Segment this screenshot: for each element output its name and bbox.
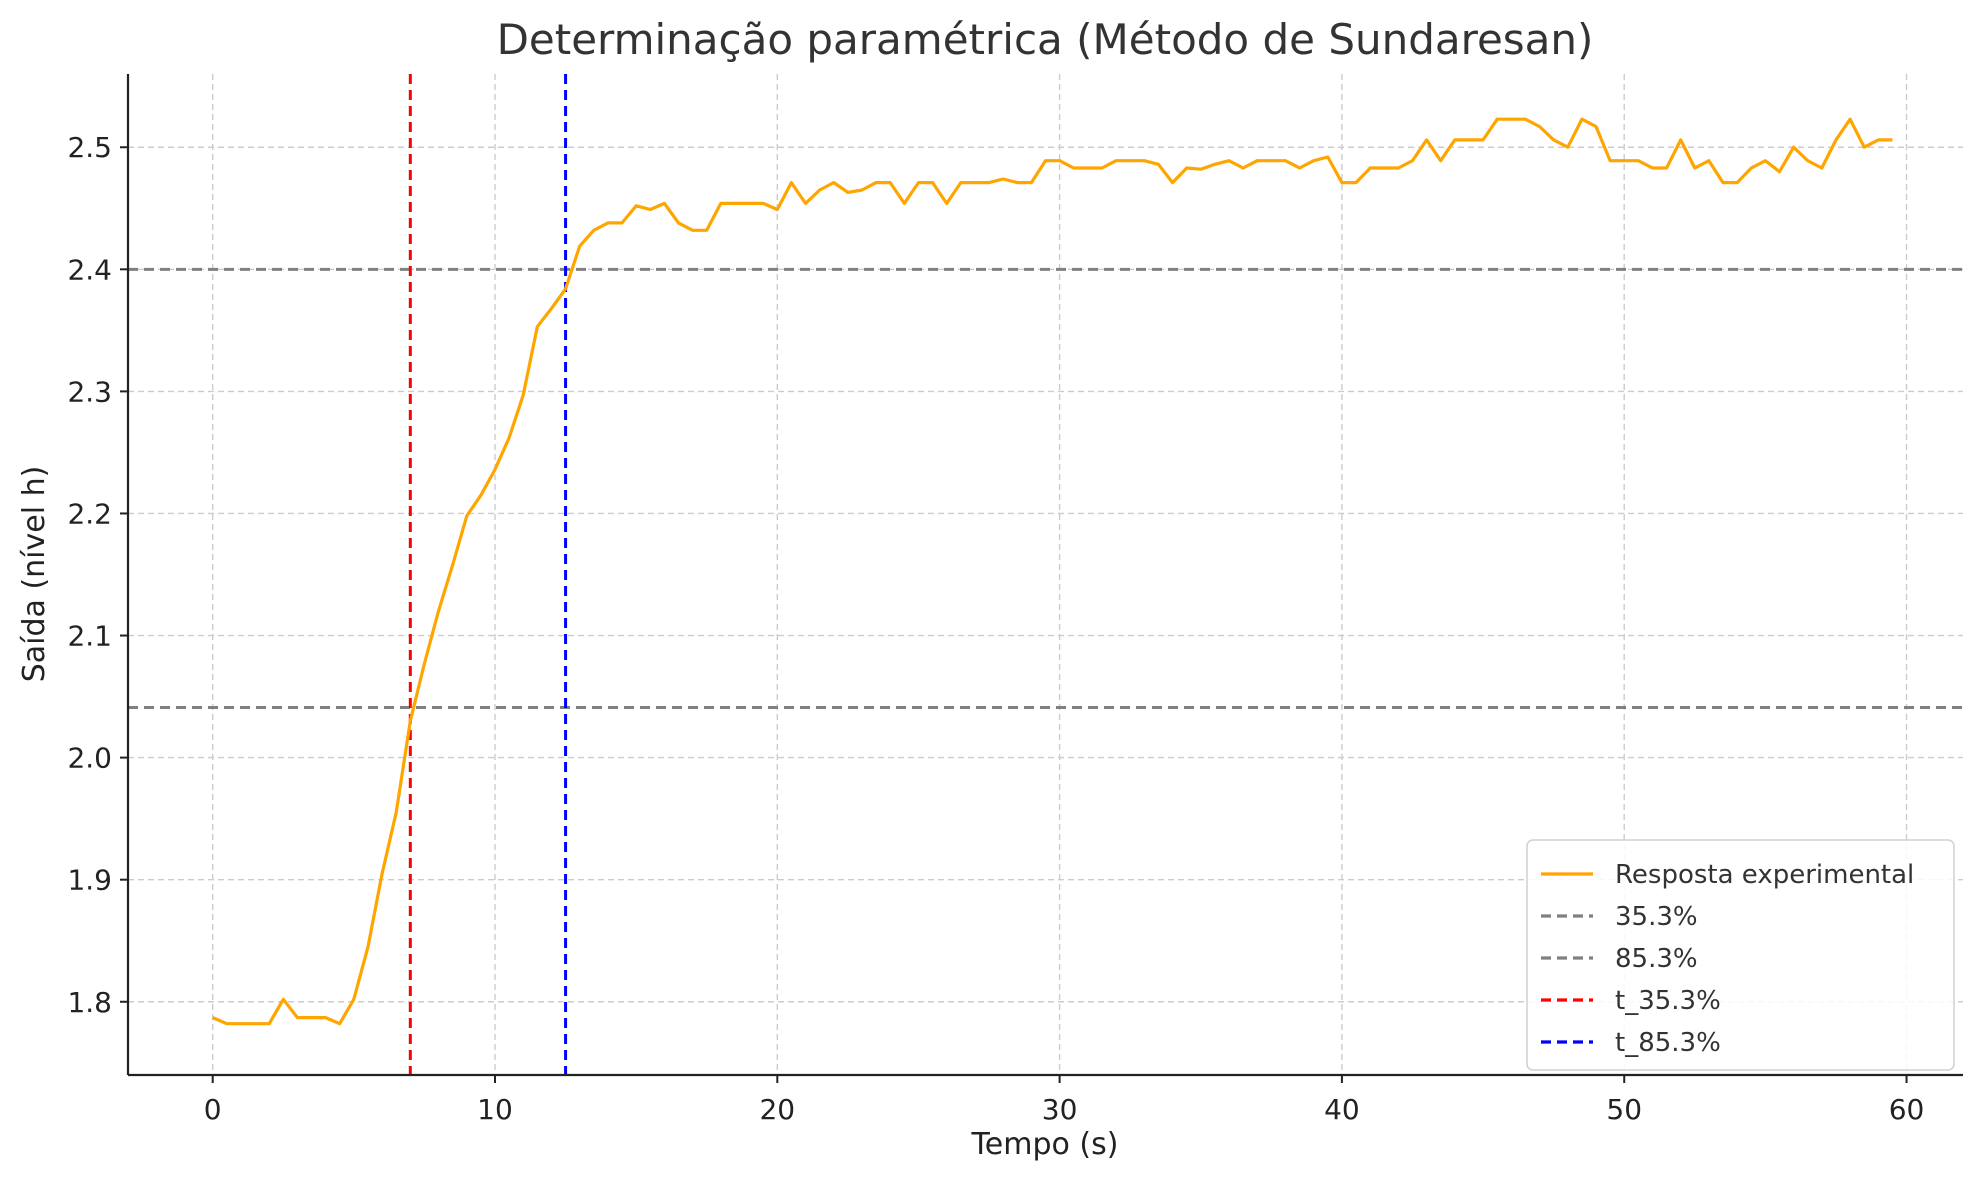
- reference-lines: [128, 74, 1963, 1075]
- legend: Resposta experimental 35.3% 85.3% t_35.3% t_…: [1526, 839, 1955, 1071]
- y-tick-label: 2.5: [67, 131, 112, 164]
- legend-label: t_35.3%: [1615, 986, 1721, 1016]
- x-tick-label: 0: [204, 1093, 222, 1126]
- y-tick-label: 1.9: [67, 864, 112, 897]
- x-axis-label: Tempo (s): [971, 1127, 1119, 1162]
- legend-label: 35.3%: [1615, 902, 1698, 932]
- y-tick-label: 2.3: [67, 375, 112, 408]
- y-tick-label: 2.1: [67, 620, 112, 653]
- series-layer: [212, 117, 1893, 1026]
- y-tick-label: 1.8: [67, 986, 112, 1019]
- series-line-experimental: [212, 117, 1893, 1026]
- y-tick-label: 2.2: [67, 497, 112, 530]
- x-tick-label: 30: [1042, 1093, 1078, 1126]
- x-tick-label: 20: [759, 1093, 795, 1126]
- x-tick-label: 50: [1606, 1093, 1642, 1126]
- x-tick-label: 10: [477, 1093, 513, 1126]
- chart-title: Determinação paramétrica (Método de Sund…: [497, 15, 1594, 64]
- legend-label: t_85.3%: [1615, 1028, 1721, 1058]
- legend-box: [1526, 839, 1955, 1071]
- legend-label: Resposta experimental: [1615, 860, 1914, 890]
- y-tick-label: 2.4: [67, 253, 112, 286]
- x-tick-label: 40: [1324, 1093, 1360, 1126]
- y-tick-label: 2.0: [67, 742, 112, 775]
- y-axis-label: Saída (nível h): [17, 466, 52, 683]
- axes: [126, 74, 1963, 1077]
- legend-label: 85.3%: [1615, 944, 1698, 974]
- x-tick-label: 60: [1889, 1093, 1925, 1126]
- ticks: 0 10 20 30 40 50 60 1.8 1.9 2.0 2.1 2.2 2.3 2.4 2.5: [67, 131, 1924, 1126]
